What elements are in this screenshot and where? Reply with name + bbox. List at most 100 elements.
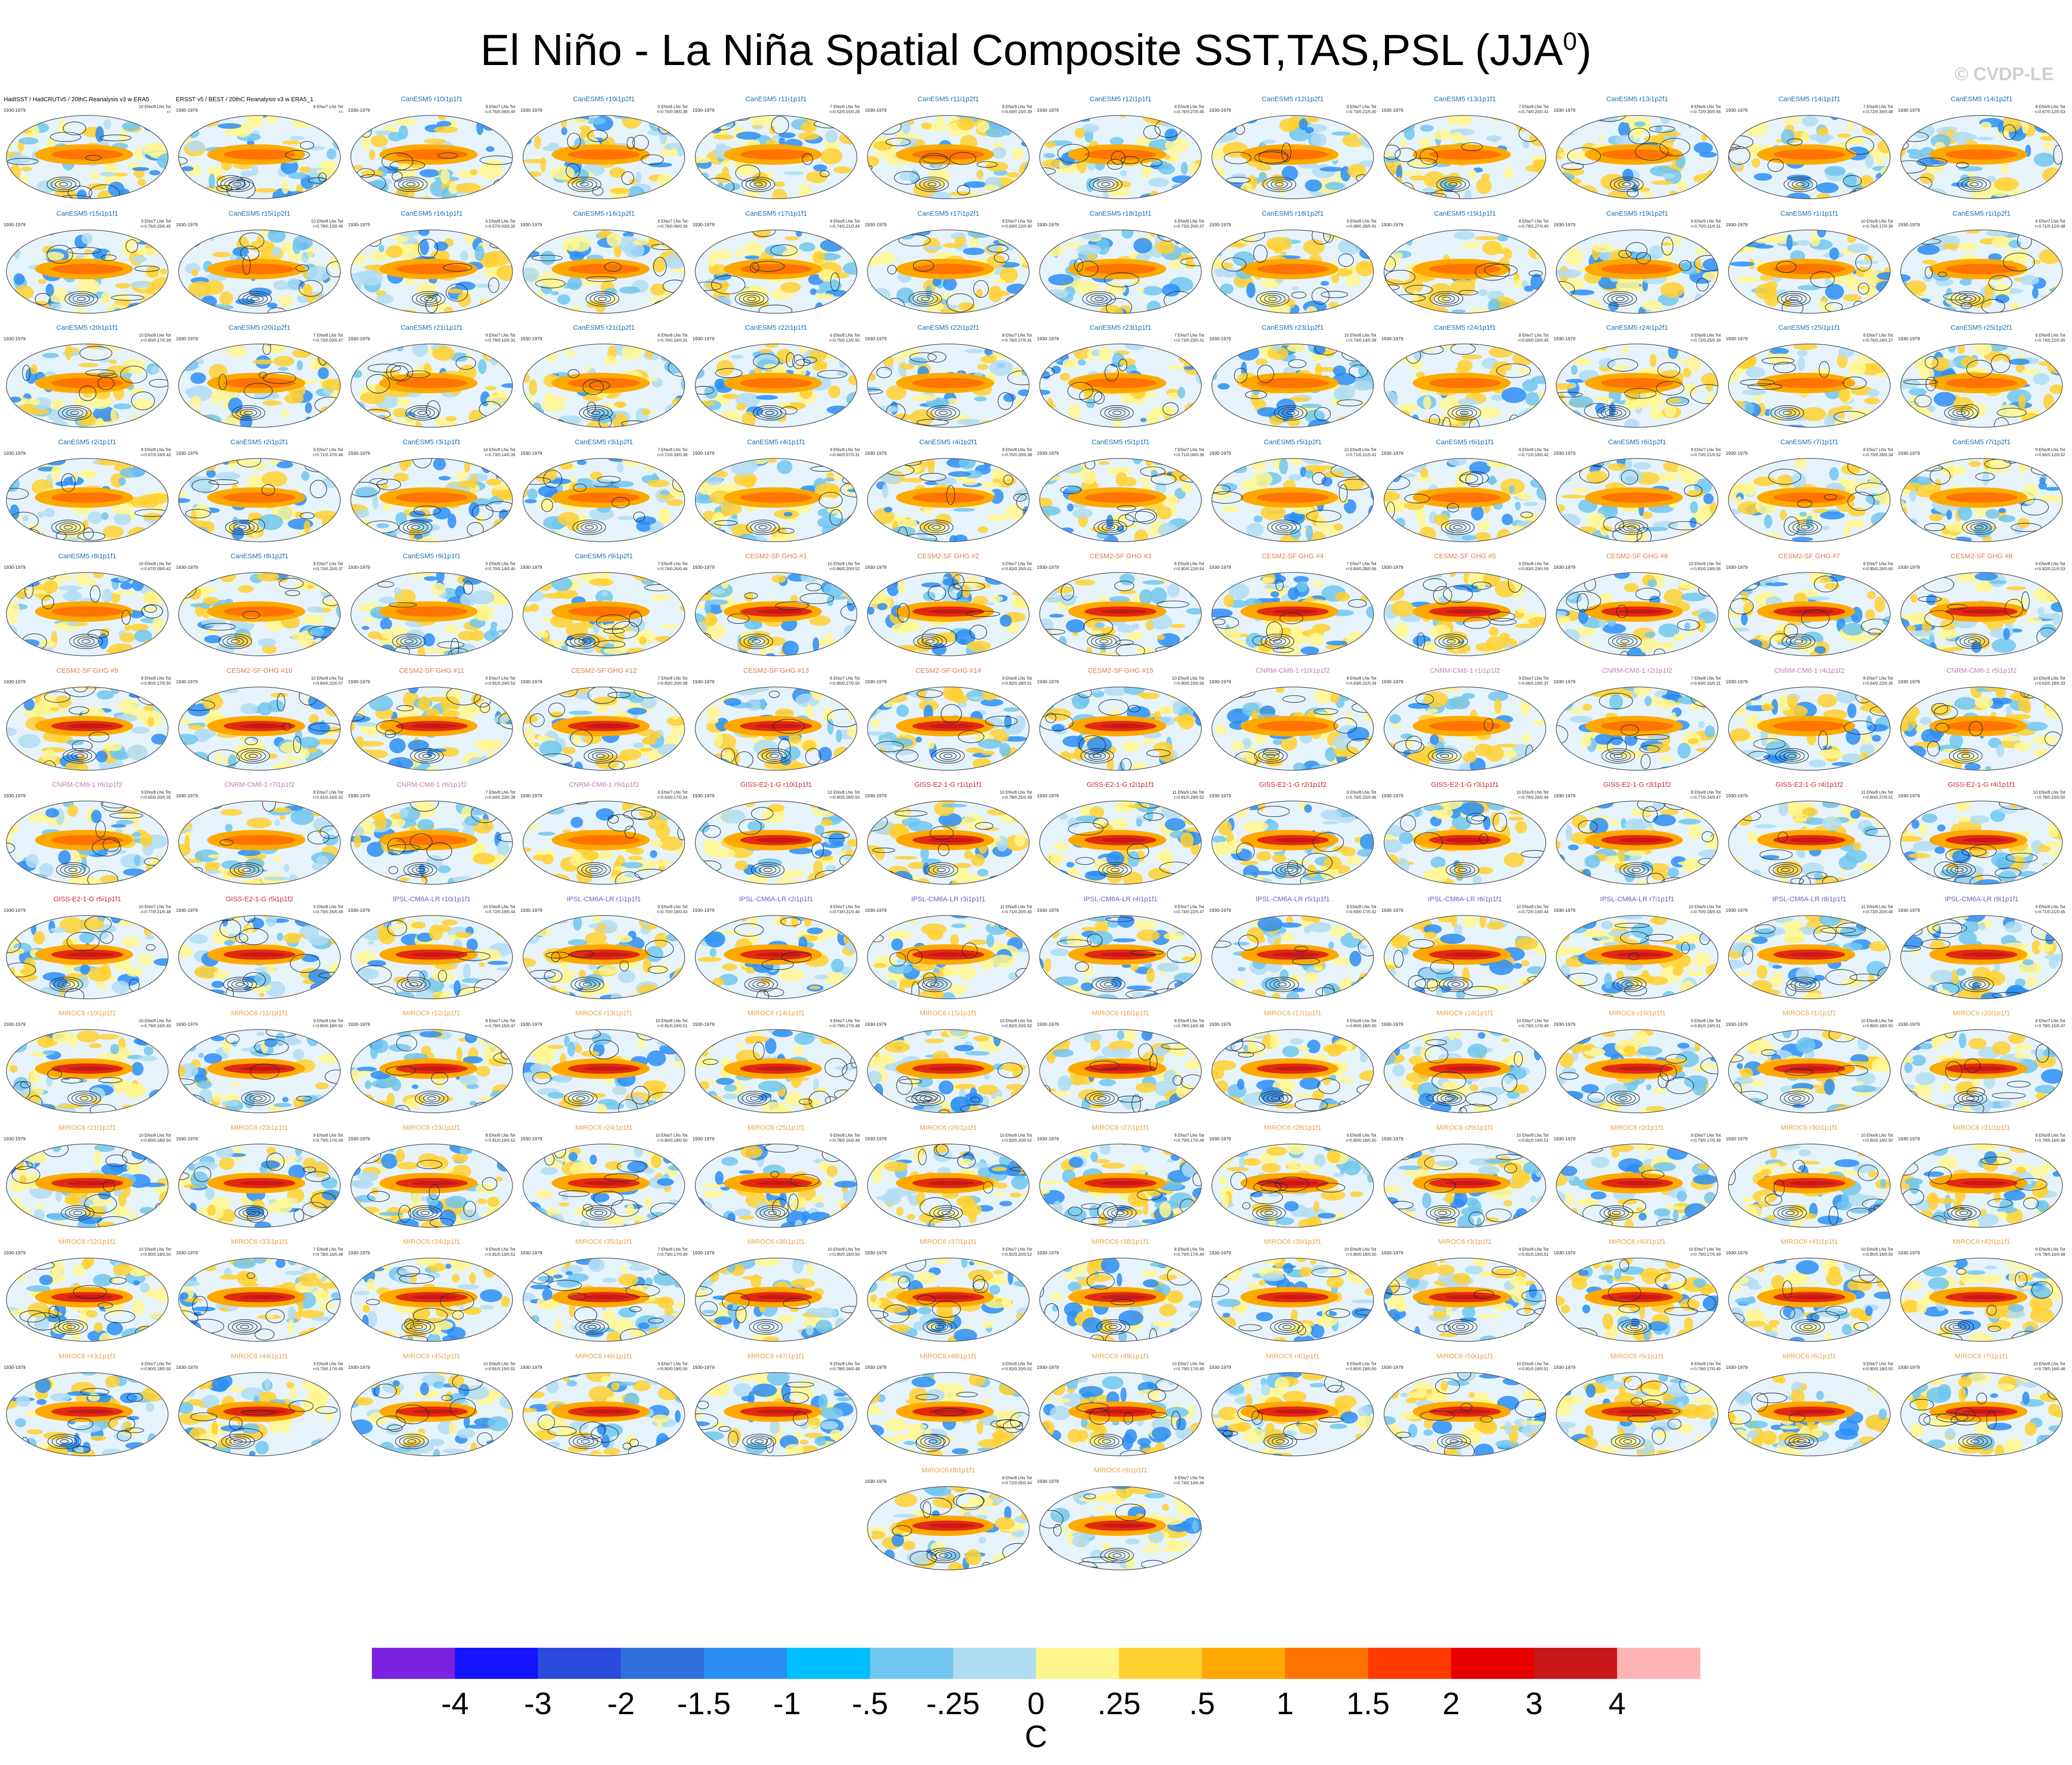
map-panel bbox=[867, 686, 1030, 771]
panel-years: 1930-1979 bbox=[1209, 1365, 1231, 1370]
panel-years: 1930-1979 bbox=[1554, 679, 1576, 685]
anomaly-field bbox=[1728, 1030, 1890, 1113]
map-panel bbox=[1211, 915, 1374, 999]
panel-label: CanESM5 r13i1p1f1 bbox=[1434, 95, 1496, 103]
panel-stats: 9 ENs/8 LNs Tot r=0.81/0.19/0.51 bbox=[485, 1247, 515, 1257]
map-outline bbox=[1556, 1372, 1718, 1456]
panel-years: 1930-1979 bbox=[4, 337, 26, 342]
map-outline bbox=[523, 115, 685, 199]
panel-label: IPSL-CM6A-LR r6i1p1f1 bbox=[1428, 895, 1502, 903]
composite-panel: MIROC6 r40i1p1f1 1930-1979 10 ENs/7 LNs To… bbox=[1552, 1237, 1723, 1349]
panel-label: GISS-E2-1-G r3i1p1f2 bbox=[1603, 781, 1671, 789]
panel-years: 1930-1979 bbox=[865, 222, 887, 228]
panel-stats: 9 ENs/8 LNs Tot r=0.76/0.22/0.46 bbox=[1346, 790, 1376, 800]
panel-label: MIROC6 r18i1p1f1 bbox=[1436, 1009, 1494, 1017]
map-outline bbox=[867, 686, 1030, 771]
panel-years: 1930-1979 bbox=[692, 794, 714, 799]
panel-stats: 8 ENs/9 LNs Tot r=0.67/0.12/0.53 bbox=[2035, 104, 2065, 114]
panel-years: 1930-1979 bbox=[1381, 108, 1403, 113]
composite-panel: CESM2-SF GHG #14 1930-1979 9 ENs/8 LNs Tot… bbox=[863, 666, 1034, 778]
panel-label: MIROC6 r43i1p1f1 bbox=[58, 1352, 116, 1360]
panel-stats: 10 ENs/8 LNs Tot r=0.74/0.14/0.38 bbox=[1344, 333, 1376, 343]
map-outline bbox=[1039, 686, 1202, 771]
map-panel bbox=[178, 343, 341, 428]
composite-panel: CanESM5 r4i1p2f1 1930-1979 8 ENs/8 LNs Tot… bbox=[863, 437, 1034, 550]
panel-stats: 8 ENs/8 LNs Tot r=0.80/0.22/0.54 bbox=[1174, 561, 1204, 571]
composite-panel: CanESM5 r23i1p2f1 1930-1979 10 ENs/8 LNs T… bbox=[1207, 323, 1378, 435]
composite-panel: MIROC6 r28i1p1f1 1930-1979 9 ENs/8 LNs Tot… bbox=[1207, 1123, 1378, 1235]
composite-panel: CanESM5 r22i1p1f1 1930-1979 6 ENs/8 LNs To… bbox=[691, 323, 862, 435]
map-outline bbox=[178, 115, 341, 199]
panel-years: 1930-1979 bbox=[1554, 1251, 1576, 1256]
panel-label: CanESM5 r24i1p2f1 bbox=[1606, 324, 1669, 332]
panel-years: 1930-1979 bbox=[1381, 679, 1403, 685]
composite-panel: CESM2-SF GHG #3 1930-1979 8 ENs/8 LNs Tot … bbox=[1035, 551, 1206, 664]
colorbar-swatch bbox=[1617, 1648, 1701, 1679]
anomaly-field bbox=[351, 686, 513, 770]
panel-label: CanESM5 r22i1p1f1 bbox=[745, 324, 807, 332]
panel-label: MIROC6 r34i1p1f1 bbox=[403, 1238, 461, 1246]
panel-stats: 8 ENs/7 LNs Tot r=0.79/0.17/0.49 bbox=[1174, 1133, 1204, 1143]
composite-panel: MIROC6 r31i1p1f1 1930-1979 8 ENs/8 LNs Tot… bbox=[1896, 1123, 2067, 1235]
colorbar-tick-label: -2 bbox=[607, 1686, 635, 1721]
panel-years: 1930-1979 bbox=[176, 1022, 198, 1027]
panel-stats: 6 ENs/8 LNs Tot r=0.75/0.13/0.50 bbox=[829, 333, 860, 343]
composite-panel: CESM2-SF GHG #12 1930-1979 7 ENs/8 LNs Tot… bbox=[518, 666, 689, 778]
map-outline bbox=[1211, 801, 1374, 885]
composite-panel: CanESM5 r5i1p1f1 1930-1979 7 ENs/7 LNs Tot… bbox=[1035, 437, 1206, 550]
panel-label: CanESM5 r17i1p1f1 bbox=[745, 209, 807, 218]
panel-stats: 7 ENs/7 LNs Tot r=0.73/0.23/0.41 bbox=[1174, 333, 1204, 343]
composite-panel: HadISST / HadCRUTv5 / 20thC Reanalysis v… bbox=[2, 94, 173, 207]
composite-panel: CESM2-SF GHG #5 1930-1979 9 ENs/8 LNs Tot … bbox=[1380, 551, 1550, 664]
map-outline bbox=[695, 115, 857, 199]
anomaly-field bbox=[1384, 229, 1546, 313]
panel-label: CESM2-SF GHG #6 bbox=[1606, 552, 1669, 560]
panel-years: 1930-1979 bbox=[692, 908, 714, 913]
panel-label: MIROC6 r30i1p1f1 bbox=[1780, 1123, 1838, 1132]
panel-stats: 7 ENs/8 LNs Tot r=0.74/0.20/0.41 bbox=[1518, 104, 1549, 114]
map-panel bbox=[1384, 343, 1546, 428]
panel-years: 1930-1979 bbox=[4, 1136, 26, 1142]
panel-years: 1930-1979 bbox=[4, 908, 26, 913]
panel-stats: 10 ENs/8 LNs Tot r=0.80/0.18/0.50 bbox=[1861, 1133, 1893, 1143]
colorbar-tick-label: 1.5 bbox=[1346, 1686, 1390, 1721]
map-panel bbox=[1384, 115, 1546, 199]
map-panel bbox=[1039, 1486, 1202, 1570]
panel-label: IPSL-CM6A-LR r9i1p1f1 bbox=[1944, 895, 2019, 903]
panel-label: GISS-E2-1-G r2i1p1f2 bbox=[1259, 781, 1327, 789]
panel-stats: 7 ENs/7 LNs Tot r=0.71/0.06/0.36 bbox=[1174, 447, 1204, 457]
composite-panel: CESM2-SF GHG #2 1930-1979 9 ENs/7 LNs Tot … bbox=[863, 551, 1034, 664]
panel-years: 1930-1979 bbox=[1037, 451, 1059, 456]
map-outline bbox=[695, 229, 857, 314]
panel-stats: 8 ENs/7 LNs Tot r=0.73/0.21/0.46 bbox=[829, 904, 860, 914]
map-outline bbox=[1384, 915, 1546, 999]
composite-panel: CanESM5 r7i1p1f1 1930-1979 8 ENs/7 LNs Tot… bbox=[1724, 437, 1895, 550]
panel-label: CanESM5 r20i1p1f1 bbox=[56, 324, 119, 332]
panel-stats: 8 ENs/8 LNs Tot r=0.69/0.17/0.42 bbox=[1346, 904, 1376, 914]
panel-stats: 10 ENs/8 LNs Tot r=0.81/0.19/0.51 bbox=[1516, 1361, 1549, 1371]
panel-label: MIROC6 r8i1p1f1 bbox=[921, 1466, 975, 1474]
panel-years: 1930-1979 bbox=[176, 108, 198, 113]
composite-panel: MIROC6 r19i1p1f1 1930-1979 9 ENs/8 LNs Tot… bbox=[1552, 1008, 1723, 1121]
panel-years: 1930-1979 bbox=[865, 794, 887, 799]
panel-label: CESM2-SF GHG #3 bbox=[1089, 552, 1152, 560]
panel-years: 1930-1979 bbox=[1726, 794, 1748, 799]
map-panel bbox=[6, 458, 169, 542]
panel-label: MIROC6 r21i1p1f1 bbox=[58, 1123, 116, 1132]
panel-label: CESM2-SF GHG #9 bbox=[56, 666, 119, 675]
map-panel bbox=[1728, 1029, 1891, 1113]
panel-label: CanESM5 r24i1p1f1 bbox=[1434, 324, 1496, 332]
panel-years: 1930-1979 bbox=[1726, 1136, 1748, 1142]
panel-label: CanESM5 r16i1p1f1 bbox=[400, 209, 463, 218]
panel-stats: 7 ENs/8 LNs Tot r=0.64/0.23/0.38 bbox=[485, 790, 515, 800]
panel-stats: 8 ENs/8 LNs Tot r=0.77/0.24/0.47 bbox=[1690, 790, 1721, 800]
panel-stats: 9 ENs/7 LNs Tot r=0.80/0.18/0.50 bbox=[1863, 1361, 1893, 1371]
panel-label: MIROC6 r47i1p1f1 bbox=[747, 1352, 805, 1360]
composite-panel: CanESM5 r17i1p2f1 1930-1979 8 ENs/7 LNs To… bbox=[863, 209, 1034, 321]
anomaly-field bbox=[523, 1030, 685, 1113]
panel-years: 1930-1979 bbox=[1381, 1022, 1403, 1027]
panel-stats: 8 ENs/7 LNs Tot r=0.76/0.27/0.41 bbox=[1002, 333, 1032, 343]
composite-panel: CanESM5 r20i1p1f1 1930-1979 10 ENs/8 LNs T… bbox=[2, 323, 173, 435]
panel-years: 1930-1979 bbox=[1898, 1251, 1920, 1256]
map-panel bbox=[178, 686, 341, 771]
